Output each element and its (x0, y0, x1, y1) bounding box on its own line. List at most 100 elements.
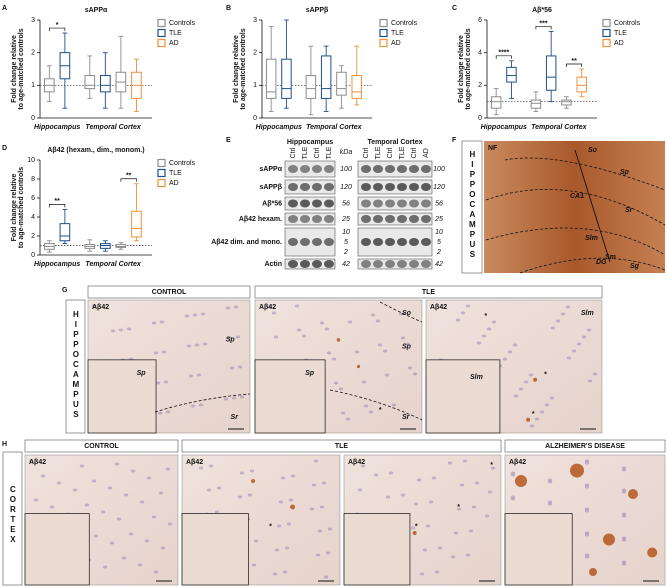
cell (555, 319, 561, 323)
blot-band (373, 238, 383, 246)
region-label: DG (596, 259, 607, 266)
lane-label: Ctrl (411, 147, 418, 158)
cell (144, 539, 150, 543)
region-label: * (269, 523, 272, 530)
cell (382, 349, 388, 353)
cell (621, 512, 627, 516)
panel-letter: B (226, 5, 231, 12)
blot-band (385, 183, 395, 191)
blot-band (409, 238, 419, 246)
y-axis-label: Fold change relative (11, 35, 18, 103)
kda-label: 25 (341, 216, 350, 223)
header-box (87, 285, 251, 299)
cell (278, 500, 284, 504)
blot-band (312, 215, 322, 223)
cell (130, 469, 136, 473)
cell (126, 327, 132, 331)
region-label: * (379, 407, 382, 414)
stain-label: Aβ42 (430, 304, 447, 311)
deposit (533, 377, 538, 382)
deposit (570, 463, 584, 478)
cell (400, 493, 406, 497)
y-tick-label: 1 (253, 82, 257, 89)
cell (576, 342, 582, 346)
blot-band (300, 238, 310, 246)
deposit (251, 479, 256, 483)
significance-label: **** (498, 50, 509, 57)
y-tick-label: 2 (253, 50, 257, 57)
box (530, 99, 542, 109)
cell (296, 328, 302, 332)
legend-swatch (379, 38, 388, 48)
cell (266, 305, 272, 309)
cell (107, 486, 113, 490)
cell (447, 461, 453, 465)
cell (465, 553, 471, 557)
blot-band (288, 199, 298, 208)
cell (528, 373, 534, 377)
cell (194, 343, 200, 347)
cell (471, 505, 477, 509)
blot-band (397, 260, 407, 268)
blot-band (324, 260, 334, 268)
cell (153, 351, 159, 355)
region-label: Slm (585, 235, 598, 242)
significance-bracket (120, 178, 137, 182)
cell (288, 498, 294, 502)
blot-band (397, 238, 407, 246)
lane-label: TLE (326, 146, 333, 159)
blot-band (385, 215, 395, 223)
cell (491, 320, 497, 324)
cell (584, 507, 590, 511)
blot-band (324, 199, 334, 208)
cell (290, 474, 296, 478)
cell (450, 555, 456, 559)
blot-row-label: Aβ42 hexam. (239, 216, 282, 223)
blot-row-label: sAPPα (259, 166, 282, 173)
blot-row-label: Aβ42 dim. and mono. (211, 239, 282, 246)
cell (571, 349, 577, 353)
cell (72, 488, 78, 492)
cell (584, 483, 590, 487)
cell (192, 313, 198, 317)
cell (518, 387, 524, 391)
cell (159, 320, 165, 324)
cell (486, 327, 492, 331)
lane-label: Ctrl (290, 147, 297, 158)
legend-label: Controls (169, 20, 196, 27)
x-category-label: Temporal Cortex (85, 124, 141, 131)
legend-swatch (379, 28, 388, 38)
significance-bracket (48, 27, 66, 32)
x-category-label: Temporal Cortex (531, 124, 587, 131)
cell (208, 464, 214, 468)
kda-label: 56 (435, 200, 443, 207)
inset (254, 359, 326, 434)
cell (547, 500, 553, 504)
cell (425, 524, 431, 528)
y-axis-label: to age-matched controls (240, 28, 247, 109)
blot-band (373, 183, 383, 191)
cell (137, 563, 143, 567)
cell (247, 493, 253, 497)
box (84, 75, 96, 90)
cell (465, 304, 471, 308)
chart-title: sAPPα (85, 7, 108, 14)
blot-band (288, 165, 298, 173)
blot-band (312, 238, 322, 246)
cell (272, 572, 278, 576)
cell (100, 510, 106, 514)
x-category-label: Temporal Cortex (306, 124, 362, 131)
cell (202, 342, 208, 346)
deposit (526, 417, 531, 422)
blot-band (373, 215, 383, 223)
cell (155, 381, 161, 385)
cell (534, 417, 540, 421)
blot-row-label: sAPPβ (259, 184, 282, 191)
blot-band (409, 183, 419, 191)
y-tick-label: 0 (478, 115, 482, 122)
cell (405, 342, 411, 346)
blot-band (324, 238, 334, 246)
y-tick-label: 0 (31, 252, 35, 259)
lane-label: AD (423, 148, 430, 158)
